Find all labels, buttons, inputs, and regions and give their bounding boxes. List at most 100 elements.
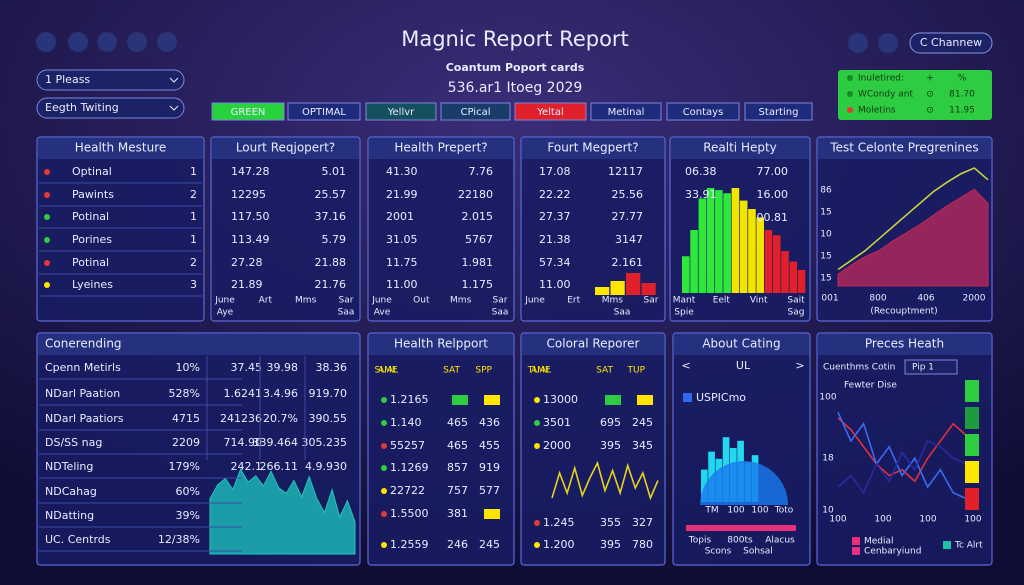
column-header: SAT — [596, 366, 613, 376]
tab[interactable] — [590, 102, 662, 121]
dropdown[interactable] — [904, 359, 958, 375]
cell-block — [484, 395, 500, 405]
cell: 39.98 — [267, 361, 299, 374]
bar — [626, 273, 641, 295]
cell: 1.5500 — [390, 507, 429, 520]
tab[interactable] — [287, 102, 361, 121]
y-label: 86 — [820, 186, 832, 196]
cell: 57.34 — [539, 256, 571, 269]
cell: 919.70 — [309, 387, 348, 400]
dropdown[interactable] — [36, 97, 185, 119]
cell: 2 — [190, 256, 197, 269]
bar — [731, 188, 740, 293]
panel-title: Health Prepert? — [394, 141, 487, 155]
cell: 3147 — [615, 233, 643, 246]
tab[interactable] — [666, 102, 740, 121]
cell: Pawints — [72, 188, 114, 201]
status-dot — [534, 443, 540, 449]
cell: 21.76 — [315, 278, 347, 291]
line — [837, 439, 967, 495]
cell: 241236 — [220, 412, 262, 425]
grid-button[interactable] — [878, 33, 898, 53]
panel-title-bar — [671, 138, 809, 159]
cell: 395 — [600, 439, 621, 452]
cell: 857 — [447, 461, 468, 474]
panel-title: Test Celonte Pregrenines — [829, 141, 978, 155]
nav: > — [795, 359, 804, 372]
cell: 41.30 — [386, 165, 418, 178]
dropdown[interactable] — [36, 69, 185, 91]
icon-button[interactable] — [157, 32, 177, 52]
cell: 4.9.930 — [305, 460, 347, 473]
cell: 179% — [169, 460, 200, 473]
label: 100 — [751, 506, 768, 516]
legend-swatch — [852, 547, 860, 555]
cell: 11.00 — [386, 278, 418, 291]
cell: 21.89 — [231, 278, 263, 291]
tab[interactable] — [744, 102, 813, 121]
cell: 757 — [447, 484, 468, 497]
tab[interactable] — [514, 102, 587, 121]
bar — [781, 251, 789, 293]
legend-swatch — [852, 537, 860, 545]
panel-title-bar — [522, 138, 664, 159]
line — [837, 411, 967, 500]
x-label: 100 — [829, 515, 846, 525]
cell: 327 — [632, 516, 653, 529]
footer-label: Sar — [644, 296, 659, 306]
cell-block — [484, 509, 500, 519]
panel — [36, 136, 205, 322]
line — [551, 460, 659, 501]
tab[interactable] — [211, 102, 285, 121]
cell: 12295 — [231, 188, 266, 201]
bar — [739, 200, 748, 293]
panel-title-bar — [522, 334, 664, 355]
y-label: 18 — [822, 454, 834, 464]
cell: 1.2165 — [390, 393, 429, 406]
icon-button[interactable] — [68, 32, 88, 52]
cell: 13000 — [543, 393, 578, 406]
side-block — [965, 407, 979, 429]
footer-label: Alacus — [765, 536, 795, 546]
cell: 2000 — [543, 439, 571, 452]
channel-button[interactable] — [909, 32, 993, 54]
bar — [772, 235, 781, 293]
cell: 245 — [632, 416, 653, 429]
cell: 465 — [447, 416, 468, 429]
column-header: AME — [378, 366, 398, 376]
icon-button[interactable] — [97, 32, 117, 52]
status-dot — [847, 107, 853, 113]
cell: 37.16 — [315, 210, 347, 223]
cell: 06.38 — [685, 165, 717, 178]
panel-title: Realti Hepty — [703, 141, 777, 155]
filter-label: Cuenthms Cotin — [823, 363, 895, 373]
bar — [797, 269, 806, 293]
panel-title: About Cating — [702, 337, 780, 351]
status-dot — [381, 443, 387, 449]
cell: 1.6241 — [224, 387, 263, 400]
cell: 22722 — [390, 484, 425, 497]
tab[interactable] — [440, 102, 511, 121]
status-dot — [44, 214, 50, 220]
icon-button[interactable] — [36, 32, 56, 52]
search-button[interactable] — [848, 33, 868, 53]
cell: 25.56 — [612, 188, 644, 201]
footer-label: Sag — [788, 308, 805, 318]
bar — [756, 217, 765, 293]
cell: 5.01 — [322, 165, 347, 178]
footer-label: June — [214, 296, 235, 306]
cell: 38.36 — [316, 361, 348, 374]
panel-title: Conerending — [45, 337, 122, 351]
cell: 12/38% — [158, 533, 200, 546]
cell: 1.140 — [390, 416, 422, 429]
legend-label: Medial — [864, 537, 894, 547]
legend-swatch — [683, 393, 692, 402]
panel-title: Health Mesture — [75, 141, 167, 155]
cell: 27.28 — [231, 256, 263, 269]
icon-button[interactable] — [127, 32, 147, 52]
column-header: SPP — [475, 366, 492, 376]
panel-title: Health Relpport — [394, 337, 488, 351]
tab[interactable] — [365, 102, 437, 121]
tab-label: GREEN — [231, 107, 266, 118]
status-dot — [44, 260, 50, 266]
